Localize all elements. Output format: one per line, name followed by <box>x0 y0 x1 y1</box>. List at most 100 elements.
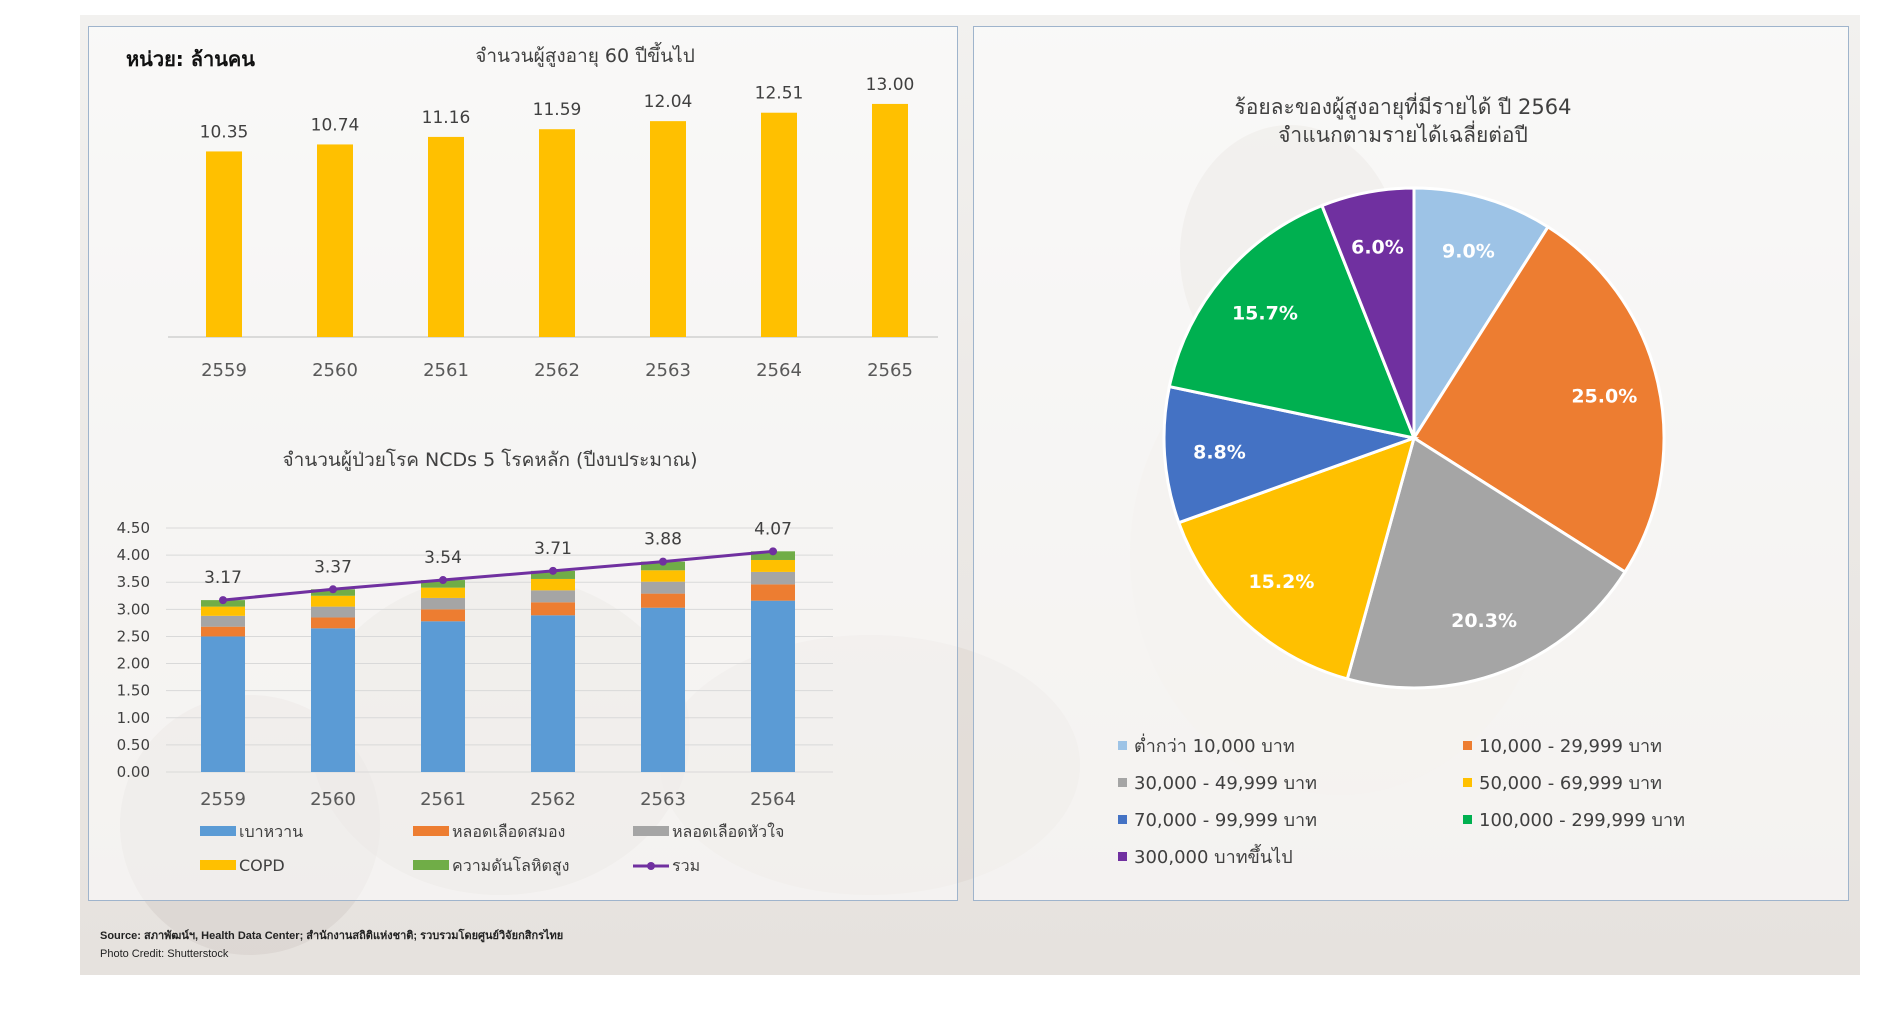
stack-segment-4-2559 <box>201 606 245 616</box>
legend-swatch <box>1118 741 1127 750</box>
legend-label: 50,000 - 69,999 บาท <box>1479 773 1662 794</box>
total-value-label: 3.37 <box>314 557 352 577</box>
pie-slice-label: 8.8% <box>1193 441 1246 463</box>
legend-label: หลอดเลือดหัวใจ <box>672 822 784 841</box>
bar-value-label: 11.16 <box>422 108 471 128</box>
total-point <box>659 557 667 566</box>
x-tick-label: 2559 <box>201 360 247 381</box>
pie-title-line2: จำแนกตามรายได้เฉลี่ยต่อปี <box>1278 120 1528 147</box>
stack-segment-3-2560 <box>311 606 355 618</box>
stack-segment-4-2561 <box>421 587 465 598</box>
total-line <box>222 549 774 602</box>
bar-value-label: 13.00 <box>866 75 915 95</box>
pie-title-line1: ร้อยละของผู้สูงอายุที่มีรายได้ ปี 2564 <box>1234 92 1571 120</box>
stack-segment-2-2559 <box>201 626 245 637</box>
y-tick-label: 4.50 <box>117 519 150 537</box>
total-point <box>219 596 227 605</box>
photo-credit: Photo Credit: Shutterstock <box>100 948 229 960</box>
pie-slice-label: 15.2% <box>1248 571 1314 593</box>
bar-2561 <box>428 136 464 337</box>
pie-slice-label: 25.0% <box>1571 385 1637 407</box>
total-value-label: 3.17 <box>204 568 242 588</box>
legend-line-marker <box>647 862 655 870</box>
bar-2565 <box>872 103 908 337</box>
stack-segment-3-2563 <box>641 581 685 594</box>
total-value-label: 3.54 <box>424 548 462 568</box>
stack-segment-2-2561 <box>421 609 465 622</box>
pie-slice-label: 6.0% <box>1351 236 1404 258</box>
x-tick-label: 2561 <box>420 789 466 810</box>
bar-2559 <box>206 151 242 337</box>
y-tick-label: 3.50 <box>117 573 150 591</box>
pie-slice-5 <box>1162 384 1420 525</box>
bar-value-label: 12.51 <box>755 84 804 104</box>
legend-label: หลอดเลือดสมอง <box>452 822 565 841</box>
pie-slice-3 <box>1345 435 1628 690</box>
y-tick-label: 0.00 <box>117 763 150 781</box>
bar-value-label: 10.35 <box>200 122 249 142</box>
bar-chart-title: จำนวนผู้สูงอายุ 60 ปีขึ้นไป <box>475 42 695 68</box>
stack-segment-2-2560 <box>311 617 355 629</box>
x-tick-label: 2563 <box>645 360 691 381</box>
legend-label: ต่ำกว่า 10,000 บาท <box>1134 733 1295 757</box>
bar-2563 <box>650 121 686 337</box>
income-pie-chart: ร้อยละของผู้สูงอายุที่มีรายได้ ปี 2564 จ… <box>1118 92 1685 868</box>
stack-segment-3-2562 <box>531 590 575 603</box>
pie-slice-2 <box>1411 224 1666 575</box>
ncd-stacked-chart: จำนวนผู้ป่วยโรค NCDs 5 โรคหลัก (ปีงบประม… <box>117 448 833 876</box>
legend-swatch <box>1118 778 1127 787</box>
y-tick-label: 0.50 <box>117 736 150 754</box>
stack-segment-4-2564 <box>751 559 795 572</box>
total-point <box>329 585 337 594</box>
y-tick-label: 1.00 <box>117 709 150 727</box>
legend-label: COPD <box>239 856 285 875</box>
total-point <box>769 547 777 556</box>
pie-slice-label: 9.0% <box>1442 241 1495 263</box>
stack-segment-2-2563 <box>641 593 685 608</box>
stack-segment-4-2563 <box>641 570 685 582</box>
stack-segment-1-2560 <box>311 628 355 772</box>
stack-segment-4-2560 <box>311 595 355 607</box>
total-point <box>549 566 557 575</box>
legend-label: 100,000 - 299,999 บาท <box>1479 810 1685 831</box>
legend-label: เบาหวาน <box>239 822 303 841</box>
total-value-label: 3.71 <box>534 539 572 559</box>
y-tick-label: 1.50 <box>117 682 150 700</box>
stack-segment-3-2559 <box>201 615 245 627</box>
pie-slice-1 <box>1412 186 1551 444</box>
legend-swatch <box>1463 815 1472 824</box>
bar-value-label: 11.59 <box>533 100 582 120</box>
source-note: Source: สภาพัฒน์ฯ, Health Data Center; ส… <box>100 930 564 942</box>
legend-label: 70,000 - 99,999 บาท <box>1134 810 1317 831</box>
stack-segment-1-2563 <box>641 607 685 772</box>
legend-label: 300,000 บาทขึ้นไป <box>1134 844 1293 868</box>
x-tick-label: 2560 <box>310 789 356 810</box>
legend-label: 30,000 - 49,999 บาท <box>1134 773 1317 794</box>
stack-segment-5-2562 <box>531 570 575 579</box>
x-tick-label: 2564 <box>756 360 802 381</box>
x-tick-label: 2563 <box>640 789 686 810</box>
x-tick-label: 2562 <box>530 789 576 810</box>
legend-swatch <box>1463 778 1472 787</box>
stack-segment-4-2562 <box>531 578 575 591</box>
pie-slice-6 <box>1167 203 1417 441</box>
stack-segment-1-2559 <box>201 636 245 772</box>
legend-swatch <box>413 860 449 870</box>
legend-swatch <box>200 826 236 836</box>
total-point <box>439 576 447 585</box>
stack-segment-1-2561 <box>421 621 465 772</box>
bar-value-label: 10.74 <box>311 115 360 135</box>
stack-segment-3-2564 <box>751 571 795 585</box>
bar-2564 <box>761 112 797 338</box>
pie-slice-7 <box>1320 186 1416 439</box>
bar-2560 <box>317 144 353 337</box>
legend-swatch <box>1118 815 1127 824</box>
bar-value-label: 12.04 <box>644 92 693 112</box>
y-tick-label: 2.50 <box>117 627 150 645</box>
legend-swatch <box>633 826 669 836</box>
legend-swatch <box>200 860 236 870</box>
stack-segment-5-2564 <box>751 551 795 560</box>
stack-segment-1-2562 <box>531 615 575 772</box>
total-value-label: 3.88 <box>644 530 682 550</box>
stack-segment-5-2563 <box>641 561 685 571</box>
